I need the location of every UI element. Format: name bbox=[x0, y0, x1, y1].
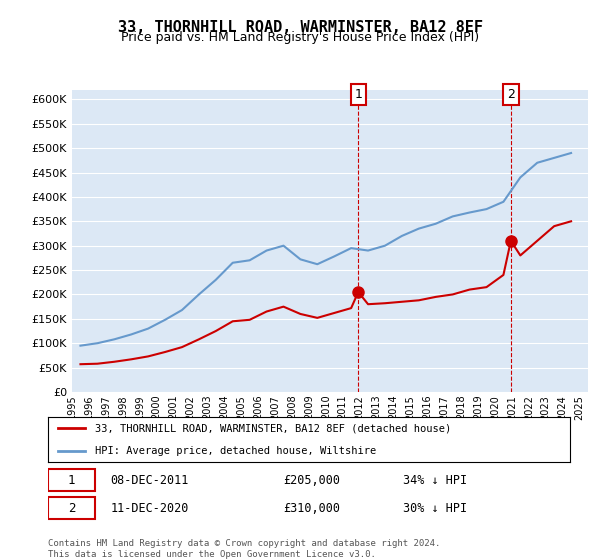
Text: HPI: Average price, detached house, Wiltshire: HPI: Average price, detached house, Wilt… bbox=[95, 446, 376, 456]
Text: £205,000: £205,000 bbox=[283, 474, 340, 487]
Text: Price paid vs. HM Land Registry's House Price Index (HPI): Price paid vs. HM Land Registry's House … bbox=[121, 31, 479, 44]
Text: 1: 1 bbox=[355, 88, 362, 101]
Text: 11-DEC-2020: 11-DEC-2020 bbox=[110, 502, 189, 515]
Text: Contains HM Land Registry data © Crown copyright and database right 2024.: Contains HM Land Registry data © Crown c… bbox=[48, 539, 440, 548]
Text: 2: 2 bbox=[507, 88, 515, 101]
Text: 08-DEC-2011: 08-DEC-2011 bbox=[110, 474, 189, 487]
Text: 30% ↓ HPI: 30% ↓ HPI bbox=[403, 502, 467, 515]
Text: This data is licensed under the Open Government Licence v3.0.: This data is licensed under the Open Gov… bbox=[48, 550, 376, 559]
FancyBboxPatch shape bbox=[48, 469, 95, 491]
Text: 1: 1 bbox=[68, 474, 75, 487]
Text: 33, THORNHILL ROAD, WARMINSTER, BA12 8EF: 33, THORNHILL ROAD, WARMINSTER, BA12 8EF bbox=[118, 20, 482, 35]
Text: 33, THORNHILL ROAD, WARMINSTER, BA12 8EF (detached house): 33, THORNHILL ROAD, WARMINSTER, BA12 8EF… bbox=[95, 423, 451, 433]
Text: 34% ↓ HPI: 34% ↓ HPI bbox=[403, 474, 467, 487]
FancyBboxPatch shape bbox=[48, 497, 95, 519]
Text: £310,000: £310,000 bbox=[283, 502, 340, 515]
Text: 2: 2 bbox=[68, 502, 75, 515]
